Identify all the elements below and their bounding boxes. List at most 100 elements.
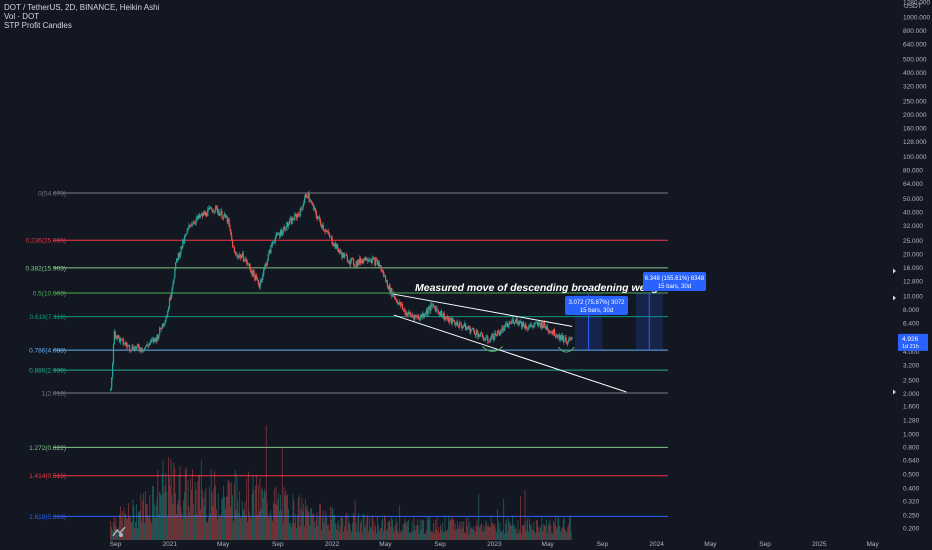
candle-body [171, 287, 173, 295]
volume-bar [154, 517, 156, 540]
volume-bar [392, 526, 394, 540]
volume-bar [344, 515, 346, 540]
candle-body [289, 218, 292, 221]
measure-label-line2: 15 bars, 30d [580, 308, 613, 314]
time-axis[interactable]: Sep 2021 May Sep 2022 May Sep 2023 May Sep 2024 May… [110, 541, 880, 548]
volume-bar [126, 518, 128, 540]
volume-bar [551, 532, 553, 540]
candle-body [392, 292, 395, 297]
candle-body [539, 323, 541, 328]
candle-body [402, 308, 404, 310]
pattern-arc[interactable] [557, 346, 575, 353]
candle-body [504, 325, 506, 331]
volume-bar [537, 526, 539, 540]
volume-bar [441, 522, 443, 540]
price-axis-tick: 1280.000 [903, 0, 930, 7]
volume-bar [356, 531, 358, 540]
volume-bar [566, 532, 568, 540]
candle-body [518, 320, 520, 325]
volume-bar [179, 465, 181, 540]
candle-body [149, 342, 151, 344]
volume-bar [142, 501, 144, 540]
axis-marker-icon[interactable] [893, 295, 896, 301]
axis-marker-icon[interactable] [893, 389, 896, 395]
price-axis-tick: 32.000 [903, 223, 923, 230]
volume-bar [111, 526, 113, 540]
candle-body [230, 229, 232, 236]
candle-body [112, 363, 114, 378]
volume-bar [352, 522, 353, 540]
candle-body [185, 233, 187, 235]
volume-bar [317, 525, 319, 540]
volume-bar [504, 533, 506, 540]
candle-body [440, 310, 443, 318]
candle-body [113, 331, 115, 345]
volume-bar [328, 530, 330, 540]
volume-bar [230, 506, 232, 540]
volume-bar [438, 526, 440, 540]
candle-body [206, 215, 208, 217]
volume-bar [468, 533, 470, 540]
price-axis-tick: 500.000 [903, 56, 927, 63]
wedge-trendline[interactable] [393, 293, 573, 327]
volume-bar [152, 486, 153, 540]
volume-bar [309, 525, 311, 540]
volume-bar [204, 492, 206, 540]
candle-body [270, 245, 272, 254]
candle-body [463, 326, 465, 328]
volume-bar [537, 520, 538, 540]
volume-bar [360, 518, 362, 540]
candle-body [472, 328, 475, 331]
candle-body [279, 234, 281, 237]
volume-bar [244, 501, 246, 540]
candle-body [465, 327, 468, 330]
candle-body [136, 346, 138, 349]
price-axis-tick: 8.000 [903, 307, 920, 314]
candle-body [491, 333, 493, 338]
volume-bar [336, 523, 338, 540]
volume-bar [383, 531, 385, 540]
volume-bar [502, 529, 504, 540]
volume-bar [335, 523, 337, 540]
volume-bar [247, 521, 249, 540]
volume-bar [168, 476, 170, 540]
candle-body [567, 342, 569, 345]
candle-body [296, 214, 298, 218]
candle-body [384, 275, 386, 277]
volume-bar [559, 525, 561, 540]
volume-bar [225, 497, 227, 540]
volume-bar [134, 528, 136, 540]
candle-body [340, 250, 342, 254]
candle-body [443, 313, 445, 320]
candle-body [434, 307, 436, 312]
volume-bar [510, 525, 512, 540]
candle-body [468, 326, 470, 329]
candle-body [449, 317, 452, 319]
volume-bar [266, 502, 268, 540]
volume-bar [280, 494, 281, 540]
candle-body [543, 322, 545, 327]
volume-axis-tick: 0.640 [903, 458, 920, 465]
volume-indicator-label[interactable]: Vol · DOT [4, 12, 40, 21]
candle-body [288, 223, 290, 227]
candle-body [446, 318, 448, 320]
volume-bar [541, 516, 543, 540]
wedge-trendline[interactable] [393, 314, 627, 393]
candle-body [429, 306, 431, 312]
pattern-arc[interactable] [481, 346, 504, 352]
volume-bar [271, 517, 273, 540]
volume-bar [273, 488, 275, 540]
volume-bar [557, 516, 559, 540]
candle-body [480, 332, 483, 334]
volume-bar [464, 531, 465, 540]
candle-body [421, 314, 423, 317]
measure-box-1[interactable]: 3.072 (75.87%) 3072 15 bars, 30d [565, 294, 628, 351]
profit-candles-indicator-label[interactable]: STP Profit Candles [4, 21, 72, 30]
candle-body [264, 263, 267, 267]
candle-body [251, 272, 253, 276]
axis-marker-icon[interactable] [893, 268, 896, 274]
volume-bar [161, 472, 163, 540]
measure-box-2[interactable]: 6.348 (155.61%) 6348 15 bars, 30d [635, 272, 706, 351]
